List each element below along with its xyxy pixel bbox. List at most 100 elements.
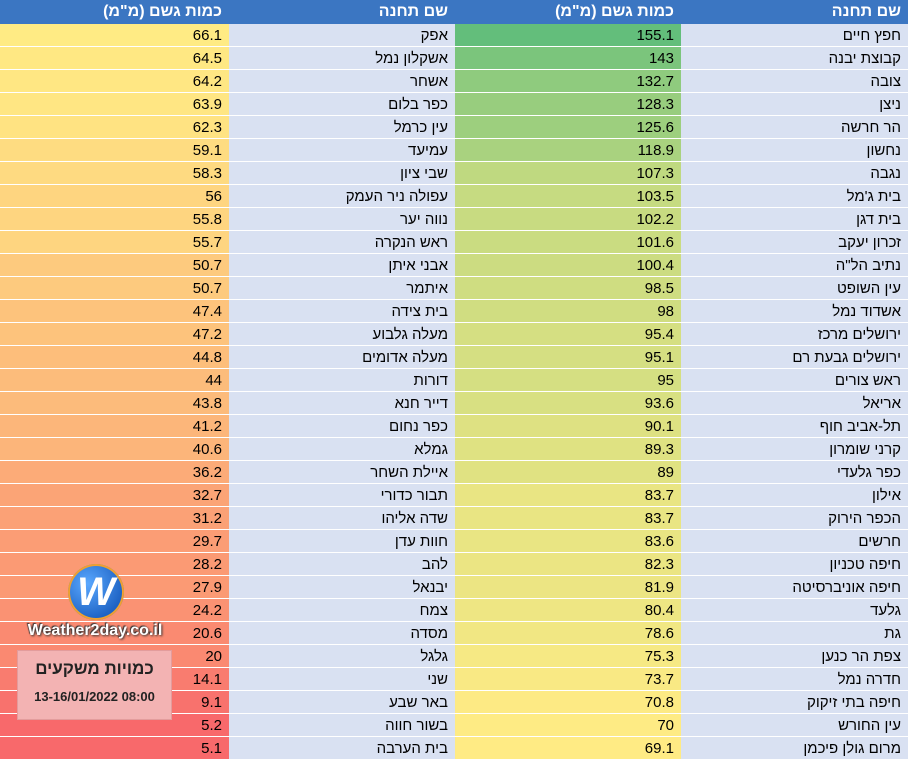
station-name-right: ניצן — [681, 93, 908, 116]
station-name-right: זכרון יעקב — [681, 231, 908, 254]
station-name-right: גלעד — [681, 599, 908, 622]
rain-value-right: 83.7 — [455, 484, 681, 507]
station-name-right: נתיב הל"ה — [681, 254, 908, 277]
rain-value-right: 98.5 — [455, 277, 681, 300]
station-name-left: אשקלון נמל — [229, 47, 455, 70]
station-name-left: בית צידה — [229, 300, 455, 323]
header-rain-right: כמות גשם (מ"מ) — [455, 0, 681, 24]
station-name-right: צובה — [681, 70, 908, 93]
rain-value-right: 95.4 — [455, 323, 681, 346]
station-name-left: מסדה — [229, 622, 455, 645]
station-name-left: יבנאל — [229, 576, 455, 599]
rain-value-right: 82.3 — [455, 553, 681, 576]
station-name-left: בית הערבה — [229, 737, 455, 760]
rain-value-right: 70.8 — [455, 691, 681, 714]
station-name-left: גמלא — [229, 438, 455, 461]
rain-value-left: 44 — [0, 369, 229, 392]
rain-value-right: 73.7 — [455, 668, 681, 691]
station-name-right: מרום גולן פיכמן — [681, 737, 908, 760]
rain-value-right: 132.7 — [455, 70, 681, 93]
rain-value-left: 66.1 — [0, 24, 229, 47]
rain-value-left: 59.1 — [0, 139, 229, 162]
station-name-left: מעלה אדומים — [229, 346, 455, 369]
rain-value-right: 69.1 — [455, 737, 681, 760]
station-name-right: חדרה נמל — [681, 668, 908, 691]
rain-value-right: 125.6 — [455, 116, 681, 139]
station-name-right: אילון — [681, 484, 908, 507]
rain-value-left: 63.9 — [0, 93, 229, 116]
rain-value-right: 101.6 — [455, 231, 681, 254]
header-rain-left: כמות גשם (מ"מ) — [0, 0, 229, 24]
station-name-left: ראש הנקרה — [229, 231, 455, 254]
rain-value-left: 64.2 — [0, 70, 229, 93]
rain-value-left: 31.2 — [0, 507, 229, 530]
station-name-right: אשדוד נמל — [681, 300, 908, 323]
rain-value-right: 80.4 — [455, 599, 681, 622]
rain-value-right: 83.6 — [455, 530, 681, 553]
rain-value-left: 29.7 — [0, 530, 229, 553]
rain-value-right: 98 — [455, 300, 681, 323]
station-name-right: ירושלים גבעת רם — [681, 346, 908, 369]
station-name-left: אבני איתן — [229, 254, 455, 277]
station-name-left: חוות עדן — [229, 530, 455, 553]
rain-value-right: 89 — [455, 461, 681, 484]
station-name-left: עמיעד — [229, 139, 455, 162]
rain-value-right: 107.3 — [455, 162, 681, 185]
header-station-left: שם תחנה — [229, 0, 455, 24]
station-name-left: עפולה ניר העמק — [229, 185, 455, 208]
info-date: 13-16/01/2022 08:00 — [34, 689, 155, 704]
rain-value-left: 56 — [0, 185, 229, 208]
station-name-left: גלגל — [229, 645, 455, 668]
station-name-right: הכפר הירוק — [681, 507, 908, 530]
rain-value-right: 95 — [455, 369, 681, 392]
rain-value-right: 89.3 — [455, 438, 681, 461]
rain-value-left: 55.7 — [0, 231, 229, 254]
station-name-right: בית דגן — [681, 208, 908, 231]
station-name-right: ראש צורים — [681, 369, 908, 392]
station-name-right: נגבה — [681, 162, 908, 185]
station-name-right: כפר גלעדי — [681, 461, 908, 484]
station-name-right: גת — [681, 622, 908, 645]
station-name-left: שני — [229, 668, 455, 691]
rain-value-right: 81.9 — [455, 576, 681, 599]
station-name-left: שדה אליהו — [229, 507, 455, 530]
station-name-left: מעלה גלבוע — [229, 323, 455, 346]
rain-value-right: 95.1 — [455, 346, 681, 369]
rain-value-left: 47.2 — [0, 323, 229, 346]
rain-value-right: 103.5 — [455, 185, 681, 208]
station-name-left: אפק — [229, 24, 455, 47]
rain-value-left: 40.6 — [0, 438, 229, 461]
station-name-left: שבי ציון — [229, 162, 455, 185]
station-name-left: צמח — [229, 599, 455, 622]
rain-value-left: 62.3 — [0, 116, 229, 139]
station-name-left: נווה יער — [229, 208, 455, 231]
rain-value-right: 90.1 — [455, 415, 681, 438]
info-box: כמויות משקעים 13-16/01/2022 08:00 — [17, 650, 172, 720]
rain-value-right: 83.7 — [455, 507, 681, 530]
station-name-right: קרני שומרון — [681, 438, 908, 461]
station-name-left: איילת השחר — [229, 461, 455, 484]
station-name-right: ירושלים מרכז — [681, 323, 908, 346]
station-name-left: דורות — [229, 369, 455, 392]
rain-value-left: 20.6 — [0, 622, 229, 645]
station-name-right: חפץ חיים — [681, 24, 908, 47]
rain-value-left: 5.1 — [0, 737, 229, 760]
station-name-right: חיפה בתי זיקוק — [681, 691, 908, 714]
rain-value-right: 100.4 — [455, 254, 681, 277]
rain-value-left: 41.2 — [0, 415, 229, 438]
rain-value-right: 155.1 — [455, 24, 681, 47]
station-name-right: חיפה אוניברסיטה — [681, 576, 908, 599]
weather2day-logo: W Weather2day.co.il — [10, 562, 180, 652]
rain-value-right: 102.2 — [455, 208, 681, 231]
station-name-right: עין השופט — [681, 277, 908, 300]
rain-value-left: 58.3 — [0, 162, 229, 185]
rain-value-right: 75.3 — [455, 645, 681, 668]
rain-value-right: 70 — [455, 714, 681, 737]
station-name-right: תל-אביב חוף — [681, 415, 908, 438]
logo-text: Weather2day.co.il — [27, 622, 163, 639]
rain-value-right: 143 — [455, 47, 681, 70]
rain-value-left: 43.8 — [0, 392, 229, 415]
rain-value-left: 64.5 — [0, 47, 229, 70]
rain-value-right: 93.6 — [455, 392, 681, 415]
